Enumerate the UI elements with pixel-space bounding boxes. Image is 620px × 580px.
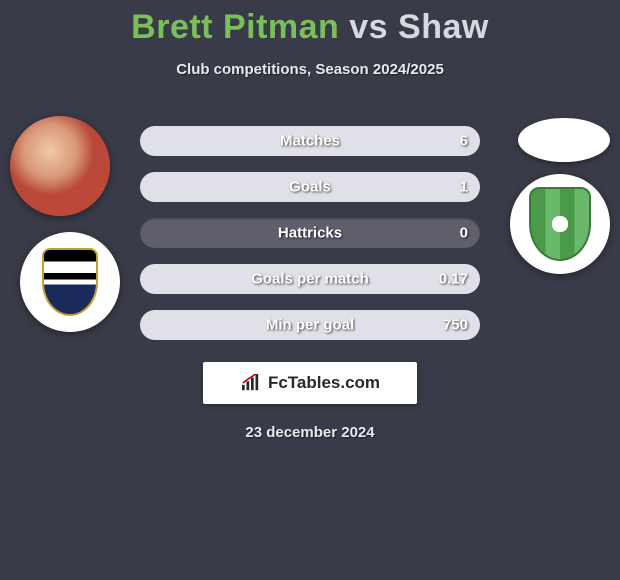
player2-name: Shaw xyxy=(398,8,489,46)
player1-avatar xyxy=(10,116,110,216)
stat-label: Matches xyxy=(280,133,340,150)
stat-row: Min per goal 750 xyxy=(140,310,480,340)
stat-value-right: 6 xyxy=(460,133,468,150)
stat-label: Hattricks xyxy=(278,225,342,242)
subtitle: Club competitions, Season 2024/2025 xyxy=(0,61,620,78)
stat-label: Goals xyxy=(289,179,331,196)
fctables-logo: FcTables.com xyxy=(203,362,417,404)
stat-row: Goals per match 0.17 xyxy=(140,264,480,294)
stats-list: Matches 6 Goals 1 Hattricks 0 Goals pe xyxy=(140,116,480,340)
stat-value-right: 750 xyxy=(443,317,468,334)
stat-value-right: 1 xyxy=(460,179,468,196)
comparison-title: Brett Pitman vs Shaw xyxy=(0,8,620,47)
player2-club-crest xyxy=(510,174,610,274)
vs-text: vs xyxy=(349,8,388,46)
stat-row: Goals 1 xyxy=(140,172,480,202)
player2-avatar xyxy=(518,118,610,162)
player1-name: Brett Pitman xyxy=(131,8,339,46)
stat-row: Matches 6 xyxy=(140,126,480,156)
stat-value-right: 0 xyxy=(460,225,468,242)
logo-text: FcTables.com xyxy=(268,373,380,393)
stat-value-right: 0.17 xyxy=(439,271,468,288)
stat-row: Hattricks 0 xyxy=(140,218,480,248)
player1-club-crest xyxy=(20,232,120,332)
date-text: 23 december 2024 xyxy=(0,424,620,441)
stat-label: Min per goal xyxy=(266,317,354,334)
stat-label: Goals per match xyxy=(251,271,369,288)
bar-chart-icon xyxy=(240,374,262,392)
